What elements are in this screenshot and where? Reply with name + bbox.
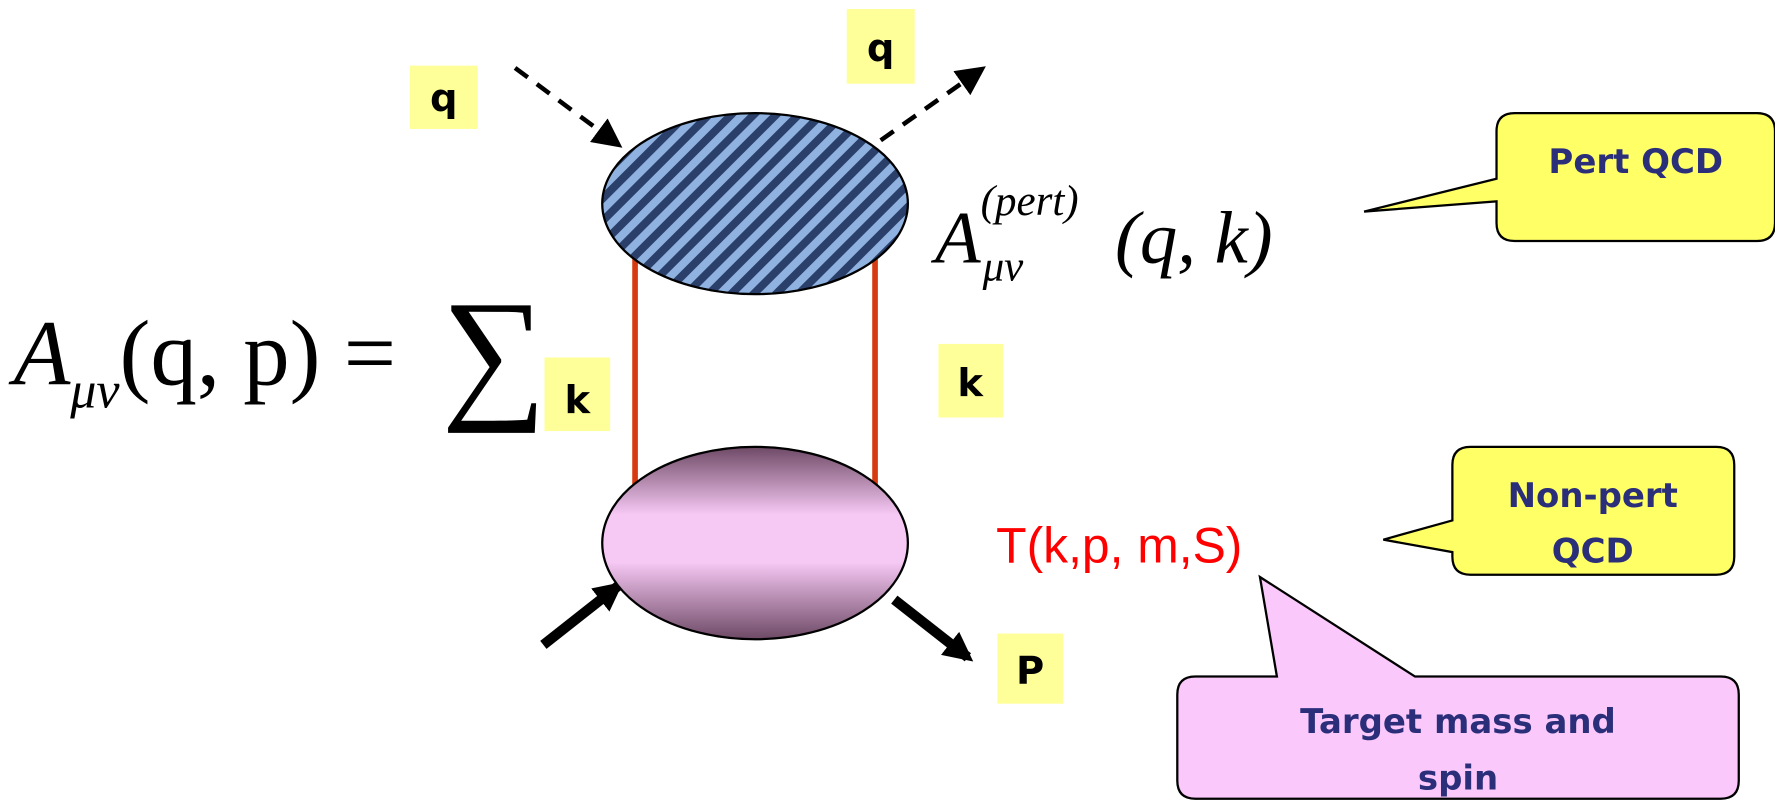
subscript: μν: [982, 244, 1025, 291]
nonpert-label: T(k,p, m,S): [996, 517, 1242, 573]
callout-text: QCD: [1552, 531, 1634, 571]
callout-text: spin: [1418, 759, 1498, 799]
callout-text: Pert QCD: [1548, 142, 1723, 182]
symbol: A: [8, 303, 71, 406]
superscript: (pert): [981, 178, 1079, 225]
label: q: [430, 76, 458, 121]
subscript: μν: [69, 362, 120, 419]
pert-blob: [602, 113, 908, 294]
label: q: [867, 26, 895, 71]
hadron-out: [894, 600, 968, 658]
callout-text: Non-pert: [1508, 476, 1678, 516]
args: (q, k): [1115, 196, 1273, 279]
args: (q, p) =: [120, 303, 397, 406]
hadron-in: [543, 586, 618, 645]
sum: ∑: [441, 271, 546, 434]
label: k: [957, 361, 984, 406]
diagram: q q k k P Aμν(q, p) = ∑ A(pert) μν (q, k…: [0, 0, 1775, 801]
label: k: [565, 378, 592, 423]
photon-in: [515, 68, 617, 144]
nonpert-blob: [602, 447, 908, 639]
symbol: A: [930, 196, 981, 279]
callout-text: Target mass and: [1300, 702, 1616, 742]
label: P: [1016, 648, 1044, 693]
formula: Aμν(q, p) =: [8, 303, 397, 420]
page: {"labels":{"q_in":"q","q_out":"q","k_sum…: [0, 0, 1775, 801]
